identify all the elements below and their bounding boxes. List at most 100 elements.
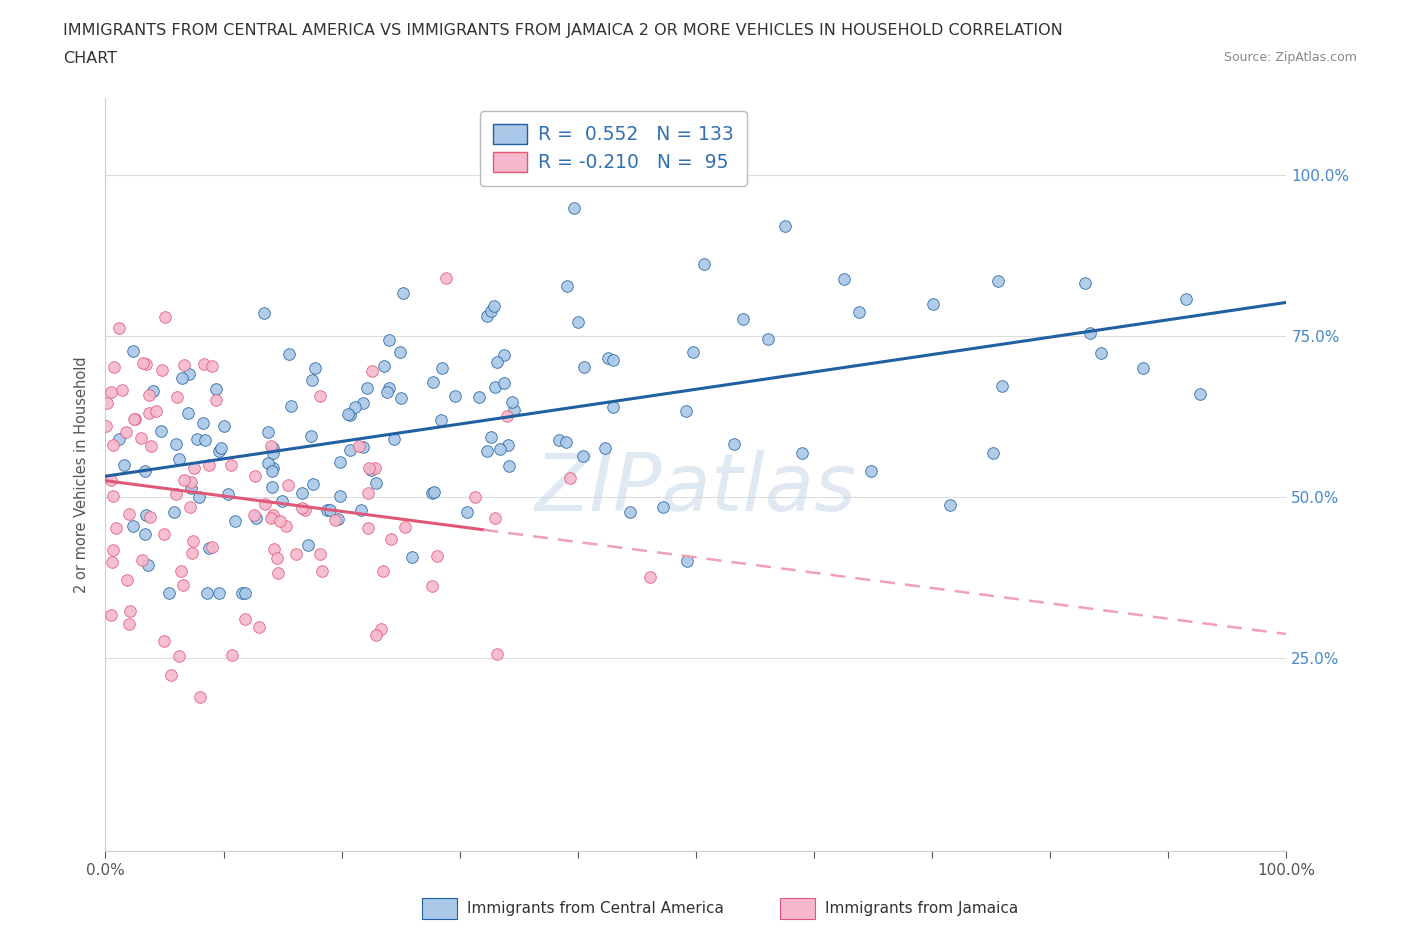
Point <box>195 586 218 601</box>
Point <box>297 538 319 552</box>
Point <box>134 463 156 478</box>
Point <box>172 578 194 592</box>
Text: Immigrants from Jamaica: Immigrants from Jamaica <box>825 901 1018 916</box>
Point <box>378 332 401 347</box>
Point <box>308 389 330 404</box>
Point <box>170 564 193 578</box>
Point <box>138 388 160 403</box>
Point <box>593 441 616 456</box>
Point <box>165 437 187 452</box>
Point <box>194 432 217 447</box>
Point <box>682 345 704 360</box>
Point <box>243 469 266 484</box>
Point <box>173 473 195 488</box>
Point <box>170 370 193 385</box>
Point <box>496 438 519 453</box>
Point <box>101 437 124 452</box>
Point <box>217 486 239 501</box>
Point <box>100 608 122 623</box>
Point <box>339 407 361 422</box>
Point <box>773 219 796 233</box>
Point <box>100 472 122 487</box>
Point <box>132 355 155 370</box>
Point <box>193 357 215 372</box>
Point <box>157 586 180 601</box>
Point <box>191 416 214 431</box>
Point <box>311 564 333 578</box>
Point <box>209 441 232 456</box>
Point <box>249 619 271 634</box>
Point <box>291 485 314 500</box>
Point <box>181 546 204 561</box>
Point <box>138 510 160 525</box>
Point <box>131 431 153 445</box>
Point <box>350 503 373 518</box>
Point <box>495 408 517 423</box>
Point <box>357 485 380 500</box>
Point <box>486 646 509 661</box>
Point <box>361 363 384 378</box>
Point <box>675 404 697 418</box>
Point <box>492 348 515 363</box>
Point <box>114 425 136 440</box>
Point <box>262 508 284 523</box>
Point <box>430 412 453 427</box>
Point <box>444 389 467 404</box>
Point <box>134 527 156 542</box>
Point <box>233 611 256 626</box>
Point <box>257 425 280 440</box>
Point <box>301 372 323 387</box>
Point <box>163 505 186 520</box>
Point <box>105 521 128 536</box>
Point <box>169 452 191 467</box>
Point <box>284 547 307 562</box>
Point <box>325 512 347 527</box>
Point <box>571 448 593 463</box>
Point <box>153 634 176 649</box>
Point <box>145 404 167 418</box>
Point <box>115 572 138 587</box>
Point <box>423 485 446 499</box>
Point <box>343 399 366 414</box>
Point <box>262 445 284 460</box>
Point <box>1073 275 1095 290</box>
Point <box>180 481 202 496</box>
Point <box>357 520 380 535</box>
Point <box>434 271 457 286</box>
Point <box>921 296 943 311</box>
Point <box>208 443 231 458</box>
Point <box>377 380 399 395</box>
Point <box>675 553 697 568</box>
Point <box>426 549 449 564</box>
Point <box>291 500 314 515</box>
Text: CHART: CHART <box>63 51 117 66</box>
Point <box>166 390 188 405</box>
Point <box>100 385 122 400</box>
Point <box>364 628 387 643</box>
Point <box>142 384 165 399</box>
Point <box>243 508 266 523</box>
Point <box>558 471 581 485</box>
Point <box>484 299 506 313</box>
Point <box>118 617 141 631</box>
Point <box>548 432 571 447</box>
Point <box>651 500 673 515</box>
Point <box>638 569 661 584</box>
Point <box>131 552 153 567</box>
Point <box>159 668 181 683</box>
Point <box>294 503 316 518</box>
Point <box>859 463 882 478</box>
Point <box>111 382 134 397</box>
Point <box>262 480 284 495</box>
Point <box>1189 386 1212 401</box>
Point <box>357 460 380 475</box>
Point <box>479 303 502 318</box>
Point <box>183 460 205 475</box>
Point <box>602 352 624 367</box>
Point <box>555 434 578 449</box>
Point <box>245 511 267 525</box>
Point <box>180 474 202 489</box>
Point <box>485 354 508 369</box>
Point <box>380 532 402 547</box>
Point <box>198 458 221 472</box>
